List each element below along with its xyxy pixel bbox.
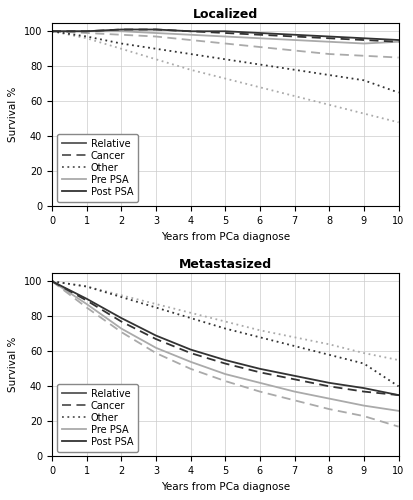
- Legend: Relative, Cancer, Other, Pre PSA, Post PSA: Relative, Cancer, Other, Pre PSA, Post P…: [57, 134, 138, 202]
- Y-axis label: Survival %: Survival %: [8, 87, 18, 142]
- Legend: Relative, Cancer, Other, Pre PSA, Post PSA: Relative, Cancer, Other, Pre PSA, Post P…: [57, 384, 138, 452]
- X-axis label: Years from PCa diagnose: Years from PCa diagnose: [161, 232, 290, 241]
- Title: Localized: Localized: [192, 8, 258, 22]
- X-axis label: Years from PCa diagnose: Years from PCa diagnose: [161, 482, 290, 492]
- Title: Metastasized: Metastasized: [179, 258, 272, 272]
- Y-axis label: Survival %: Survival %: [8, 337, 18, 392]
